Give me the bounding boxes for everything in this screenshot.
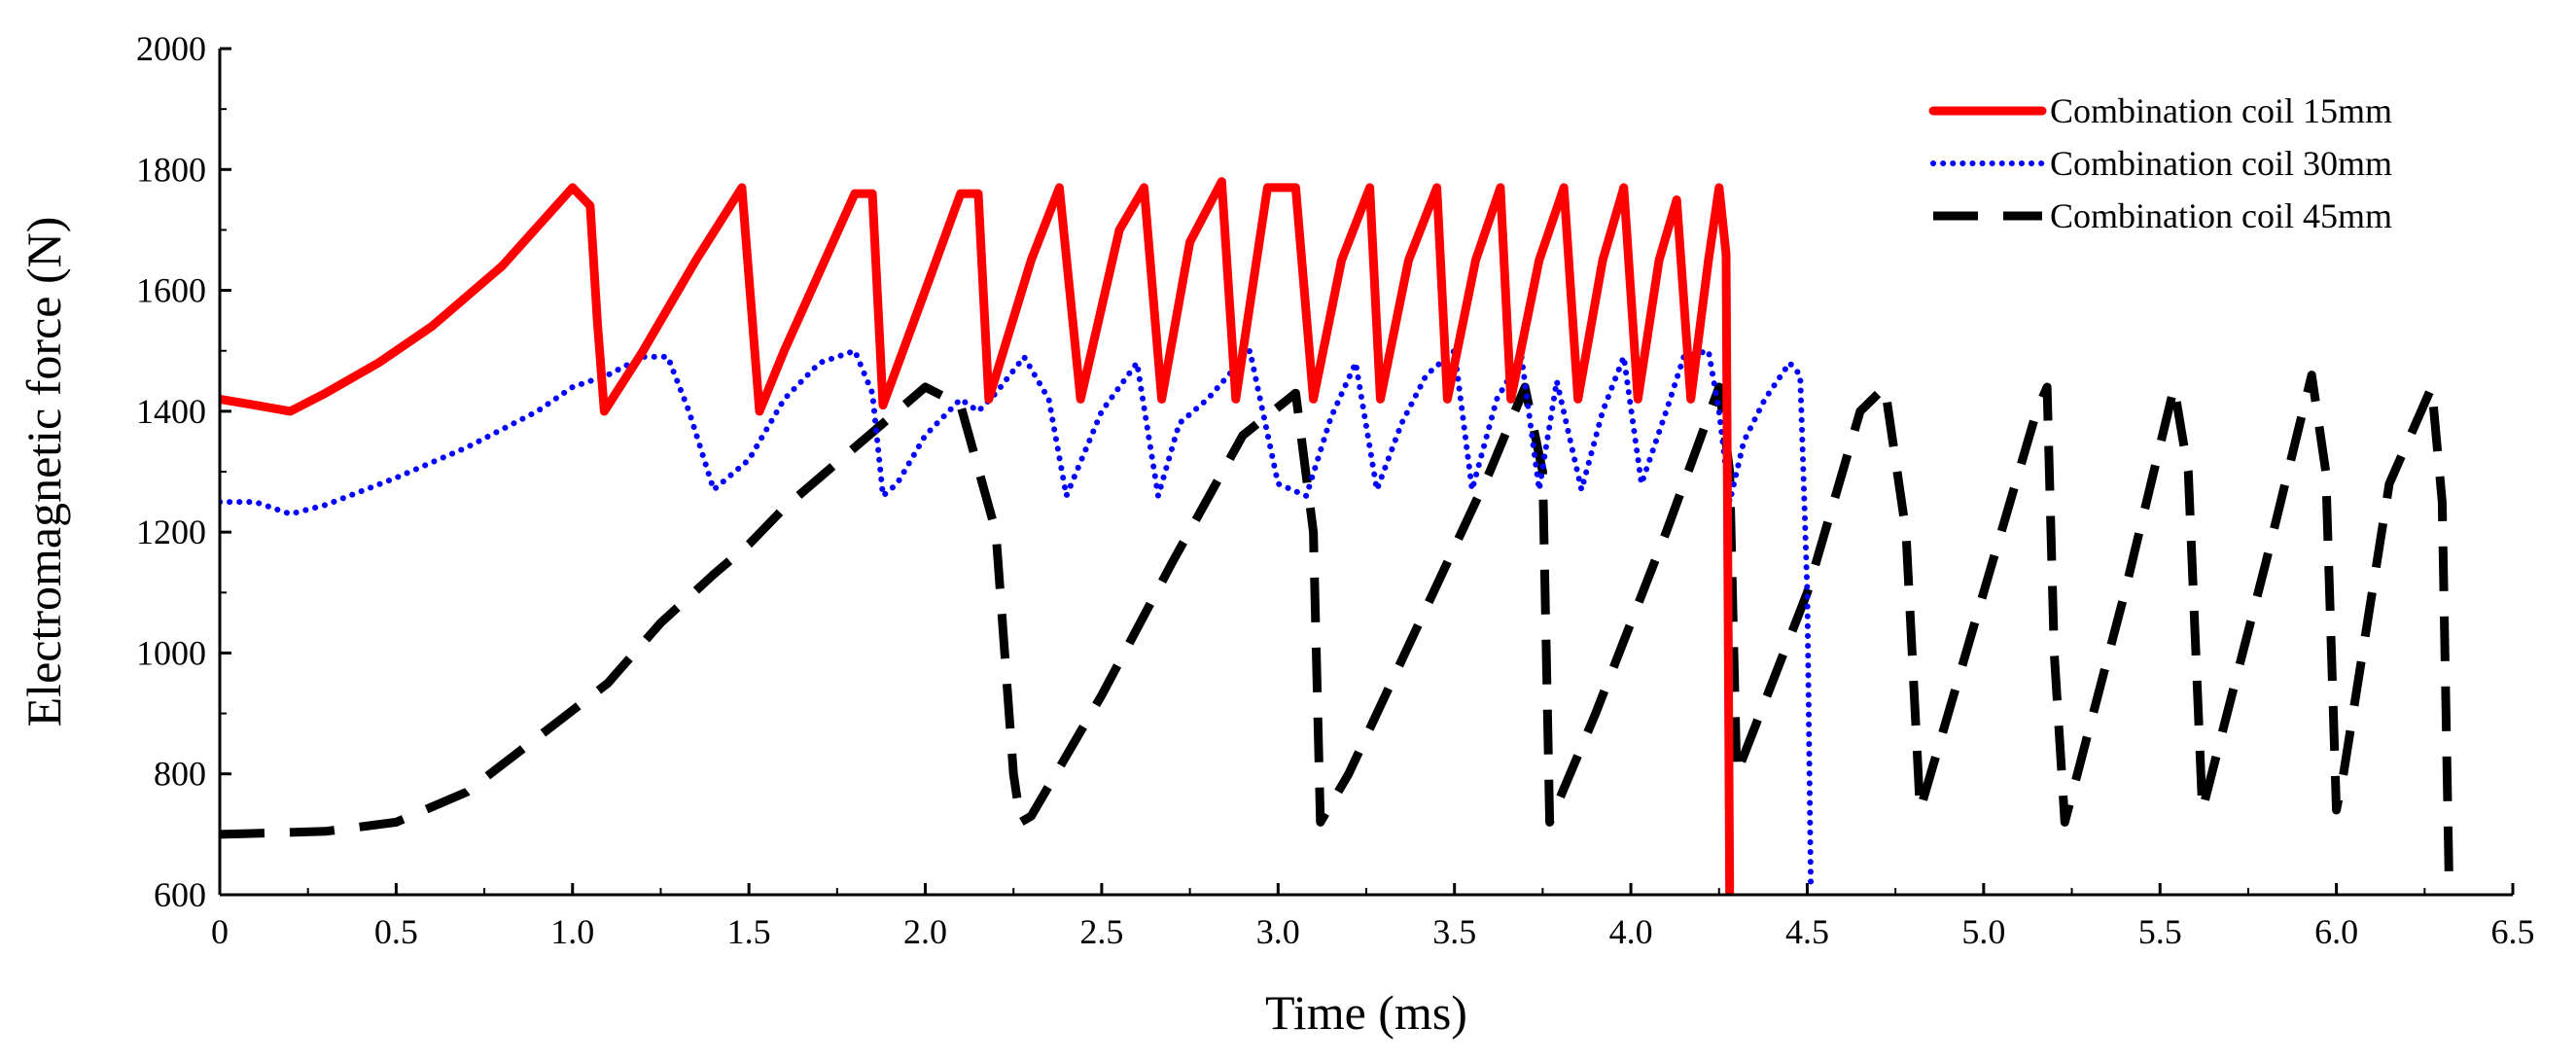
series-line-1 [220,177,1735,895]
y-tick-label: 1200 [136,513,206,551]
x-tick-label: 1.0 [550,912,594,951]
axes-layer: 0 0.5 1.0 1.5 2.0 2.5 3.0 3.5 4.0 4.5 5.0 5.5 6.0 6.5… [136,29,2535,951]
y-tick-label: 600 [154,875,206,914]
x-tick-label: 1.5 [727,912,771,951]
x-tick-label: 3.0 [1256,912,1300,951]
x-tick-label: 4.0 [1609,912,1653,951]
y-tick-label: 1800 [136,150,206,189]
x-tick-label: 0 [211,912,229,951]
legend-label-3: Combination coil 45mm [2050,196,2392,235]
x-tick-label: 3.5 [1432,912,1476,951]
series-line-2 [220,347,1815,886]
x-axis-title: Time (ms) [1265,985,1467,1040]
legend: Combination coil 15mm Combination coil 30… [1928,91,2392,235]
y-tick-label: 2000 [136,29,206,68]
legend-label-2: Combination coil 30mm [2050,144,2392,183]
x-tick-label: 2.5 [1079,912,1123,951]
x-tick-label: 5.0 [1961,912,2005,951]
series-layer [220,177,2454,895]
x-tick-label: 0.5 [374,912,418,951]
x-tick-label: 2.0 [903,912,947,951]
y-axis-title: Electromagnetic force (N) [17,217,71,727]
x-tick-label: 4.5 [1785,912,1829,951]
x-tick-label: 5.5 [2138,912,2182,951]
x-tick-label: 6.5 [2491,912,2535,951]
series-line-3 [220,371,2454,895]
y-tick-label: 1600 [136,271,206,310]
y-tick-label: 1000 [136,633,206,672]
y-tick-label: 1400 [136,392,206,431]
y-tick-label: 800 [154,755,206,794]
x-tick-label: 6.0 [2314,912,2358,951]
legend-label-1: Combination coil 15mm [2050,91,2392,130]
